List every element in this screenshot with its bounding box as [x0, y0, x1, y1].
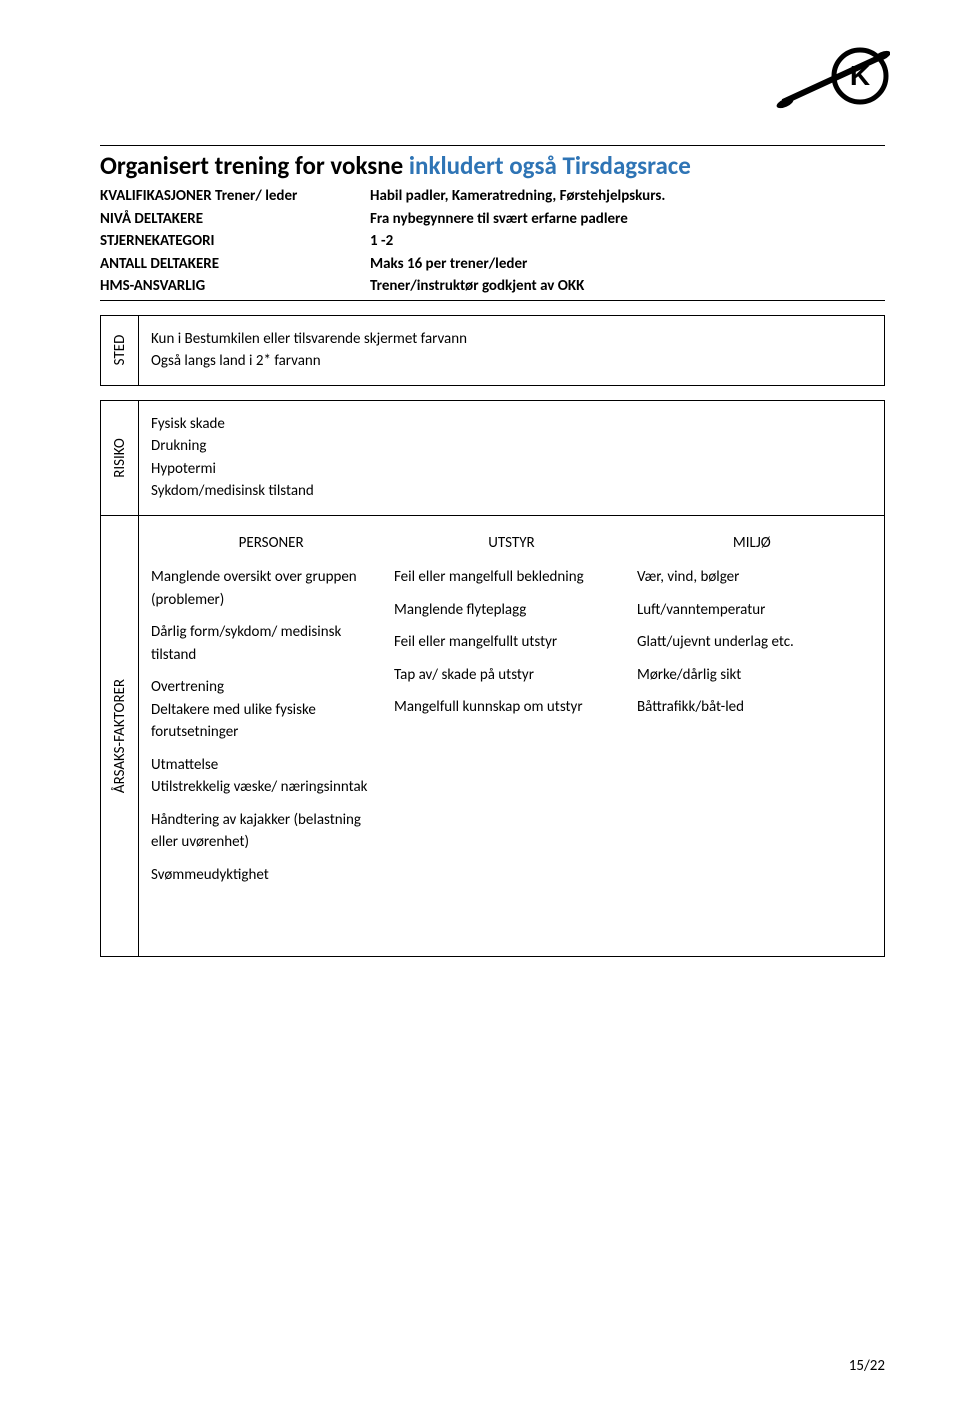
faktor-item: Mørke/dårlig sikt [637, 664, 872, 687]
faktor-body: PERSONER UTSTYR MILJØ Manglende oversikt… [139, 516, 884, 956]
risiko-line: Hypotermi [151, 458, 872, 481]
meta-row: KVALIFIKASJONER Trener/ lederHabil padle… [100, 185, 885, 208]
faktor-item: Manglende flyteplagg [394, 599, 629, 622]
sted-label: STED [111, 335, 129, 366]
faktor-item: Båttrafikk/båt-led [637, 696, 872, 719]
meta-label: STJERNEKATEGORI [100, 230, 370, 253]
risiko-body: Fysisk skadeDrukningHypotermiSykdom/medi… [139, 401, 884, 515]
meta-label: KVALIFIKASJONER Trener/ leder [100, 185, 370, 208]
faktor-item: Vær, vind, bølger [637, 566, 872, 589]
header-miljo: MILJØ [632, 528, 872, 559]
risiko-line: Fysisk skade [151, 413, 872, 436]
faktor-side-label: ÅRSAKS-FAKTORER [101, 516, 139, 956]
risiko-line: Sykdom/medisinsk tilstand [151, 480, 872, 503]
faktor-item: Feil eller mangelfull bekledning [394, 566, 629, 589]
meta-value: Maks 16 per trener/leder [370, 253, 885, 276]
faktor-label: ÅRSAKS-FAKTORER [111, 678, 129, 792]
faktor-item: Feil eller mangelfullt utstyr [394, 631, 629, 654]
sted-body: Kun i Bestumkilen eller tilsvarende skje… [139, 316, 884, 385]
meta-table: KVALIFIKASJONER Trener/ lederHabil padle… [100, 185, 885, 298]
logo: K [775, 42, 890, 120]
col-personer: Manglende oversikt over gruppen (problem… [151, 566, 386, 896]
faktor-box: ÅRSAKS-FAKTORER PERSONER UTSTYR MILJØ Ma… [100, 516, 885, 957]
risiko-line: Drukning [151, 435, 872, 458]
sted-side-label: STED [101, 316, 139, 385]
faktor-item: Mangelfull kunnskap om utstyr [394, 696, 629, 719]
meta-row: NIVÅ DELTAKEREFra nybegynnere til svært … [100, 208, 885, 231]
page-number: 15/22 [849, 1357, 885, 1375]
page-title: Organisert trening for voksne inkludert … [100, 150, 885, 181]
faktor-item: Svømmeudyktighet [151, 864, 386, 887]
faktor-item: Tap av/ skade på utstyr [394, 664, 629, 687]
faktor-item: OvertreningDeltakere med ulike fysiske f… [151, 676, 386, 744]
meta-value: 1 -2 [370, 230, 885, 253]
title-text-black: Organisert trening for voksne [100, 150, 409, 181]
meta-row: STJERNEKATEGORI1 -2 [100, 230, 885, 253]
title-text-blue: inkludert også Tirsdagsrace [409, 150, 691, 181]
faktor-item: UtmattelseUtilstrekkelig væske/ næringsi… [151, 754, 386, 799]
col-miljo: Vær, vind, bølger Luft/vanntemperatur Glat… [637, 566, 872, 896]
risiko-box: RISIKO Fysisk skadeDrukningHypotermiSykd… [100, 400, 885, 516]
meta-value: Trener/instruktør godkjent av OKK [370, 275, 885, 298]
meta-label: ANTALL DELTAKERE [100, 253, 370, 276]
faktor-item: Luft/vanntemperatur [637, 599, 872, 622]
faktor-columns: Manglende oversikt over gruppen (problem… [151, 566, 872, 896]
meta-label: HMS-ANSVARLIG [100, 275, 370, 298]
faktor-item: Glatt/ujevnt underlag etc. [637, 631, 872, 654]
meta-label: NIVÅ DELTAKERE [100, 208, 370, 231]
risiko-side-label: RISIKO [101, 401, 139, 515]
col-utstyr: Feil eller mangelfull bekledning Manglend… [394, 566, 629, 896]
meta-row: HMS-ANSVARLIGTrener/instruktør godkjent … [100, 275, 885, 298]
sted-box: STED Kun i Bestumkilen eller tilsvarende… [100, 315, 885, 386]
faktor-item: Håndtering av kajakker (belastning eller… [151, 809, 386, 854]
risiko-label: RISIKO [111, 438, 129, 478]
meta-value: Habil padler, Kameratredning, Førstehjel… [370, 185, 885, 208]
sted-line: Også langs land i 2* farvann [151, 350, 872, 373]
faktor-item: Manglende oversikt over gruppen (problem… [151, 566, 386, 611]
faktor-item: Dårlig form/sykdom/ medisinsk tilstand [151, 621, 386, 666]
header-utstyr: UTSTYR [391, 528, 631, 559]
svg-text:K: K [850, 60, 870, 91]
faktor-headers: PERSONER UTSTYR MILJØ [151, 528, 872, 559]
meta-row: ANTALL DELTAKEREMaks 16 per trener/leder [100, 253, 885, 276]
header-personer: PERSONER [151, 528, 391, 559]
meta-value: Fra nybegynnere til svært erfarne padler… [370, 208, 885, 231]
sted-line: Kun i Bestumkilen eller tilsvarende skje… [151, 328, 872, 351]
title-block: Organisert trening for voksne inkludert … [100, 145, 885, 301]
